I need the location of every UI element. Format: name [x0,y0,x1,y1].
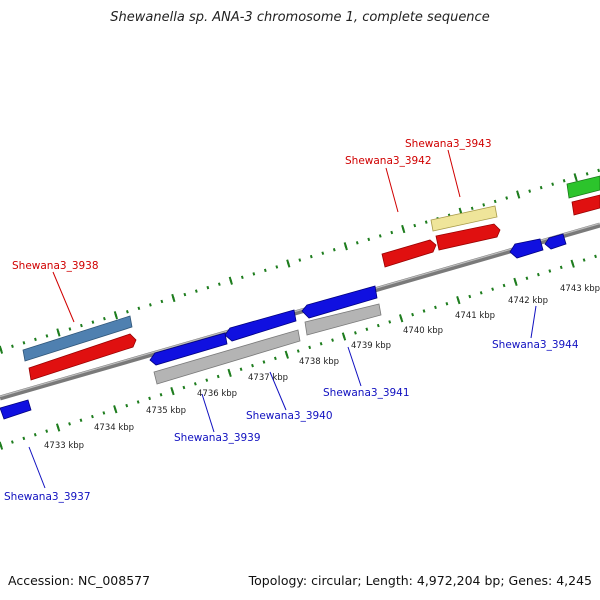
gene-3938-bar[interactable] [22,315,133,362]
gene-3942-arrow[interactable] [381,239,437,268]
gene-label-3942[interactable]: Shewana3_3942 [345,155,432,167]
gene-3939-arrow[interactable] [149,332,228,366]
gene-label-3943[interactable]: Shewana3_3943 [405,138,492,150]
gene-3941-arrow[interactable] [301,285,378,319]
scale-label-4734: 4734 kbp [94,423,134,433]
gene-3939-bar[interactable] [153,329,301,385]
leader-3943 [447,149,461,198]
scale-label-4737: 4737 kbp [248,373,288,383]
scale-label-4736: 4736 kbp [197,389,237,399]
leader-3944 [530,305,537,339]
scale-label-4738: 4738 kbp [299,357,339,367]
leader-3939 [201,393,215,433]
cds-3938-arrow[interactable] [28,333,137,381]
scale-label-4742: 4742 kbp [508,296,548,306]
gene-3945-arrow[interactable] [544,233,567,250]
leader-3940 [269,371,287,411]
scale-label-4740: 4740 kbp [403,326,443,336]
gene-3937-arrow[interactable] [0,399,32,420]
scale-label-4733: 4733 kbp [44,441,84,451]
gene-label-3938[interactable]: Shewana3_3938 [12,260,99,272]
gene-label-3940[interactable]: Shewana3_3940 [246,410,333,422]
gene-green-bar[interactable] [566,175,600,199]
gene-labels: Shewana3_3937 Shewana3_3938 Shewana3_393… [4,138,579,503]
scale-label-4743: 4743 kbp [560,284,600,294]
map-title: Shewanella sp. ANA-3 chromosome 1, compl… [110,10,490,25]
accession-label: Accession: NC_008577 [8,573,151,588]
gene-label-3944[interactable]: Shewana3_3944 [492,339,579,351]
cds-red-edge[interactable] [571,194,600,216]
gene-3944-arrow[interactable] [509,238,544,259]
scale-label-4735: 4735 kbp [146,406,186,416]
leader-3941 [347,346,362,387]
scale-label-4741: 4741 kbp [455,311,495,321]
scale-labels: 4733 kbp 4734 kbp 4735 kbp 4736 kbp 4737… [44,284,600,451]
scale-label-4739: 4739 kbp [351,341,391,351]
cds-3943-arrow[interactable] [435,223,501,251]
genome-summary: Topology: circular; Length: 4,972,204 bp… [248,573,592,588]
chromosome-backbone [0,222,600,401]
gene-3940-arrow[interactable] [224,309,297,342]
leader-3942 [385,167,399,213]
outer-tick-track [0,166,600,354]
leader-3938 [52,271,75,323]
genome-map[interactable]: 4733 kbp 4734 kbp 4735 kbp 4736 kbp 4737… [0,0,600,560]
gene-3941-bar[interactable] [304,303,382,336]
gene-label-3939[interactable]: Shewana3_3939 [174,432,261,444]
gene-label-3937[interactable]: Shewana3_3937 [4,491,91,503]
leader-3937 [28,446,46,489]
gene-3943-bar[interactable] [430,205,498,232]
gene-label-3941[interactable]: Shewana3_3941 [323,387,410,399]
